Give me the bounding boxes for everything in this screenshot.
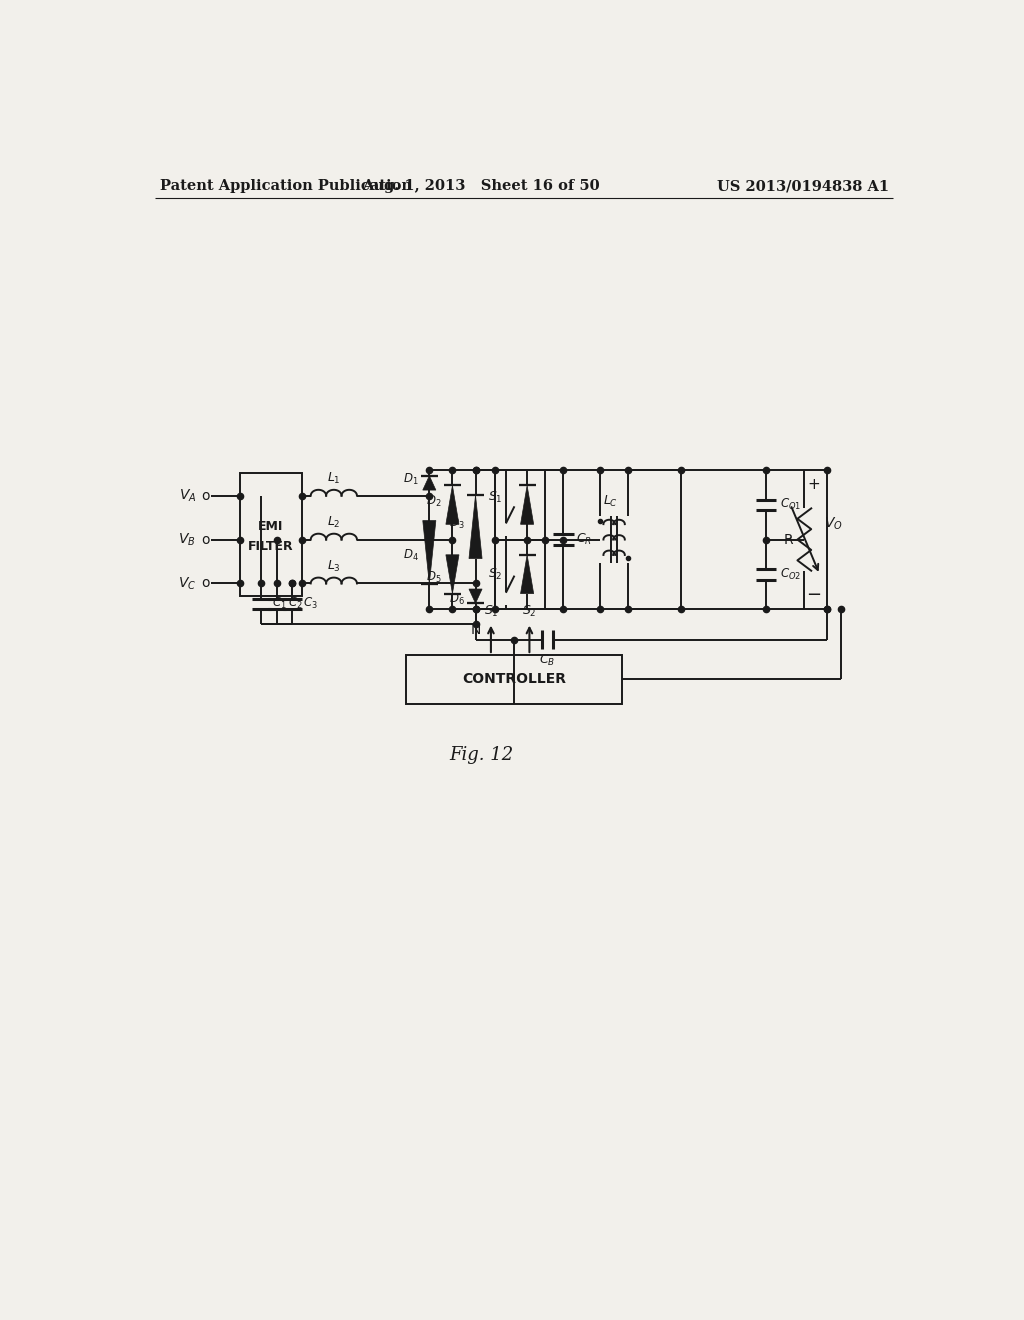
Polygon shape: [520, 554, 534, 594]
Text: $L_1$: $L_1$: [327, 471, 341, 486]
Text: $L_2$: $L_2$: [327, 515, 341, 531]
Text: $C_2$: $C_2$: [288, 597, 302, 611]
Text: R: R: [783, 532, 793, 546]
Text: o: o: [201, 532, 210, 546]
Text: $D_1$: $D_1$: [403, 471, 419, 487]
Text: $V_C$: $V_C$: [178, 576, 196, 591]
Bar: [495, 540, 545, 609]
Text: $C_{O1}$: $C_{O1}$: [779, 498, 801, 512]
Text: −: −: [806, 586, 821, 605]
Text: EMI: EMI: [258, 520, 284, 533]
Text: $V_B$: $V_B$: [178, 532, 196, 548]
Polygon shape: [445, 554, 459, 594]
Polygon shape: [469, 495, 482, 558]
Text: o: o: [201, 488, 210, 503]
Polygon shape: [520, 486, 534, 524]
Text: $C_{O2}$: $C_{O2}$: [779, 566, 801, 582]
Text: $C_B$: $C_B$: [540, 653, 556, 668]
Text: $V_A$: $V_A$: [178, 487, 196, 504]
Text: $D_3$: $D_3$: [450, 515, 465, 531]
Text: $C_1$: $C_1$: [272, 597, 287, 611]
Text: $C_3$: $C_3$: [303, 597, 317, 611]
Text: Patent Application Publication: Patent Application Publication: [160, 180, 412, 193]
Text: US 2013/0194838 A1: US 2013/0194838 A1: [717, 180, 889, 193]
Text: $C_R$: $C_R$: [577, 532, 592, 546]
Text: $D_4$: $D_4$: [402, 548, 419, 562]
Bar: [240, 473, 301, 595]
Bar: [495, 470, 545, 540]
Text: $S_2$: $S_2$: [522, 605, 537, 619]
Text: Fig. 12: Fig. 12: [449, 746, 513, 764]
Text: $D_6$: $D_6$: [449, 591, 465, 607]
Polygon shape: [423, 475, 436, 490]
Text: $S_1$: $S_1$: [483, 605, 499, 619]
Text: $S_1$: $S_1$: [487, 490, 503, 504]
Text: $V_O$: $V_O$: [823, 516, 843, 532]
Text: CONTROLLER: CONTROLLER: [462, 672, 566, 686]
Text: $L_3$: $L_3$: [327, 558, 341, 574]
Text: o: o: [201, 577, 210, 590]
Text: N: N: [470, 623, 480, 636]
Bar: [407, 655, 622, 704]
Polygon shape: [469, 589, 482, 603]
Text: $D_2$: $D_2$: [426, 494, 441, 508]
Text: Aug. 1, 2013   Sheet 16 of 50: Aug. 1, 2013 Sheet 16 of 50: [362, 180, 600, 193]
Polygon shape: [445, 486, 459, 524]
Text: FILTER: FILTER: [248, 540, 294, 553]
Text: $D_5$: $D_5$: [426, 570, 441, 585]
Text: +: +: [807, 477, 820, 491]
Text: $S_2$: $S_2$: [487, 566, 503, 582]
Text: $L_C$: $L_C$: [603, 494, 617, 508]
Polygon shape: [423, 520, 436, 583]
